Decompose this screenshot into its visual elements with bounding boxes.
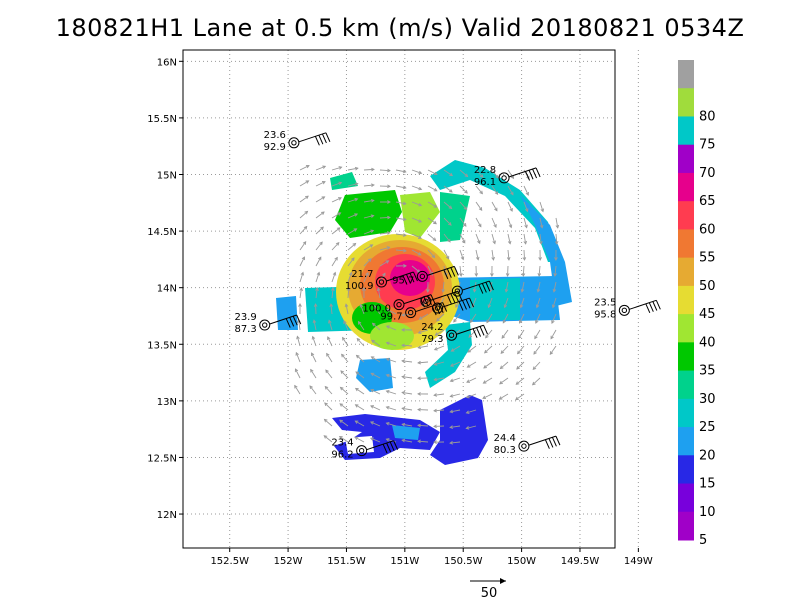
longitude-axis: 152.5W 152W 151.5W 151W 150.5W 150W 149.5W 149W: [210, 548, 653, 567]
lon-tick-label: 151W: [390, 556, 419, 567]
lat-tick-label: 15N: [157, 171, 177, 182]
colorbar-label: 40: [699, 335, 716, 350]
dropsonde-top-value: 23.9: [234, 312, 256, 323]
dropsonde-marker: [432, 297, 474, 314]
dropsonde-bottom-value: 96.1: [474, 177, 496, 188]
colorbar-swatch: [678, 398, 694, 428]
colorbar-label: 15: [699, 477, 716, 492]
colorbar-swatch: [678, 370, 694, 400]
dropsonde-top-value: 24.2: [421, 322, 443, 333]
lat-tick-label: 16N: [157, 57, 177, 68]
colorbar-label: 70: [699, 166, 716, 181]
colorbar-swatch: [678, 427, 694, 456]
dropsonde-marker: [451, 280, 494, 297]
lon-tick-label: 151.5W: [327, 556, 366, 567]
colorbar-label: 55: [699, 251, 716, 266]
wind-speed-field: [276, 160, 572, 465]
colorbar-swatch: [678, 60, 694, 89]
lat-tick-label: 12.5N: [147, 453, 177, 464]
lon-tick-label: 150W: [507, 556, 536, 567]
colorbar-swatch: [678, 257, 694, 287]
colorbar-label: 35: [699, 364, 716, 379]
colorbar-swatch: [678, 201, 694, 230]
dropsonde-bottom-value: 100.0: [362, 304, 391, 315]
colorbar-label: 30: [699, 392, 716, 407]
dropsonde-marker: 95.7: [392, 265, 459, 286]
lon-tick-label: 149W: [624, 556, 653, 567]
lon-tick-label: 150.5W: [444, 556, 483, 567]
colorbar-label: 25: [699, 420, 716, 435]
colorbar-label: 10: [699, 505, 716, 520]
dropsonde-top-value: 23.5: [594, 297, 616, 308]
lat-tick-label: 15.5N: [147, 114, 177, 125]
colorbar: 80 75 70 65 60 55 50 45 40 35 30 25 20 15 10 5: [678, 60, 716, 548]
colorbar-swatch: [678, 314, 694, 343]
dropsonde-marker: 23.987.3: [234, 312, 302, 335]
colorbar-label: 60: [699, 222, 716, 237]
latitude-axis: 12N 12.5N 13N 13.5N 14N 14.5N 15N 15.5N 16N: [147, 57, 183, 521]
dropsonde-bottom-value: 87.3: [234, 324, 256, 335]
colorbar-swatch: [678, 88, 694, 117]
lat-tick-label: 13N: [157, 397, 177, 408]
colorbar-swatch: [678, 229, 694, 259]
reference-vector: 50: [470, 578, 506, 600]
colorbar-swatch: [678, 285, 694, 315]
lat-tick-label: 12N: [157, 510, 177, 521]
dropsonde-marker: [420, 290, 463, 307]
colorbar-swatch: [678, 172, 694, 202]
dropsonde-top-value: 23.4: [331, 438, 353, 449]
wind-vectors: [294, 164, 560, 445]
colorbar-swatch: [678, 116, 694, 146]
dropsonde-top-value: 24.4: [494, 433, 516, 444]
dropsonde-bottom-value: 80.3: [494, 445, 516, 456]
dropsonde-bottom-value: 79.3: [421, 334, 443, 345]
map-title: 180821H1 Lane at 0.5 km (m/s) Valid 2018…: [55, 14, 745, 42]
dropsonde-marker: 24.279.3: [421, 322, 488, 345]
dropsonde-bottom-value: 92.9: [264, 142, 286, 153]
lat-tick-label: 13.5N: [147, 340, 177, 351]
colorbar-label: 5: [699, 533, 707, 548]
dropsonde-marker: 22.896.1: [474, 165, 541, 188]
dropsonde-marker: 99.7: [380, 302, 448, 323]
dropsonde-top-value: 22.8: [474, 165, 496, 176]
dropsonde-marker: 23.496.2: [331, 438, 399, 461]
colorbar-label: 45: [699, 307, 716, 322]
colorbar-label: 80: [699, 109, 716, 124]
dropsonde-bottom-value: 99.7: [380, 312, 402, 323]
colorbar-swatch: [678, 483, 694, 513]
dropsonde-marker: 24.480.3: [494, 433, 561, 456]
colorbar-swatch: [678, 511, 694, 541]
dropsonde-bottom-value: 96.2: [331, 450, 353, 461]
lat-tick-label: 14.5N: [147, 227, 177, 238]
plot-frame-border: [182, 49, 616, 549]
colorbar-swatch: [678, 455, 694, 485]
lon-tick-label: 152W: [274, 556, 303, 567]
colorbar-label: 50: [699, 279, 716, 294]
dropsonde-bottom-value: 95.8: [594, 309, 616, 320]
colorbar-swatch: [678, 144, 694, 174]
colorbar-label: 75: [699, 138, 716, 153]
lat-tick-label: 14N: [157, 284, 177, 295]
lon-tick-label: 149.5W: [561, 556, 600, 567]
colorbar-label: 65: [699, 194, 716, 209]
colorbar-swatch: [678, 342, 694, 372]
lon-tick-label: 152.5W: [210, 556, 249, 567]
colorbar-label: 20: [699, 448, 716, 463]
dropsonde-top-value: 21.7: [351, 269, 373, 280]
dropsonde-marker: 23.692.9: [264, 130, 331, 153]
dropsonde-top-value: 23.6: [264, 130, 286, 141]
reference-vector-label: 50: [481, 586, 498, 600]
dropsonde-marker: 23.595.8: [594, 297, 661, 320]
dropsonde-bottom-value: 100.9: [345, 281, 374, 292]
dropsonde-bottom-value: 95.7: [392, 275, 414, 286]
